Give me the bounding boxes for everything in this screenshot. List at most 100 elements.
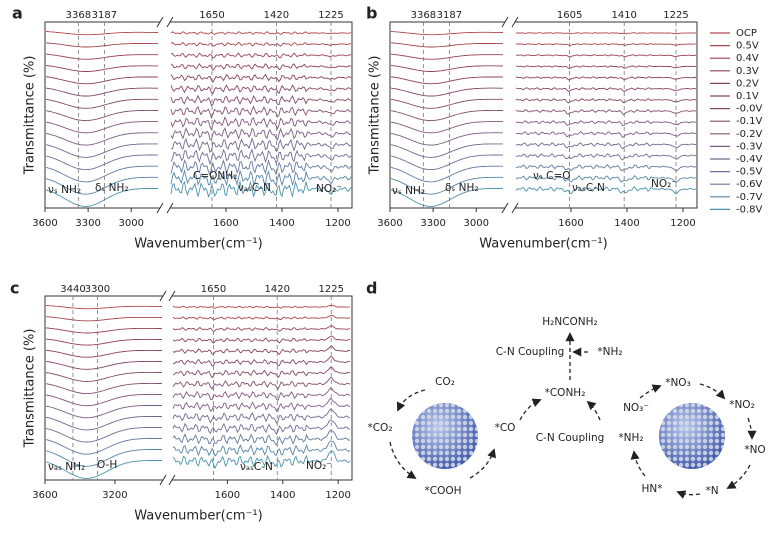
spectrum-trace	[390, 98, 697, 109]
spectrum-trace	[390, 185, 697, 207]
spectrum-trace	[45, 31, 352, 36]
spectrum-trace	[45, 63, 352, 72]
legend-label: -0.3V	[736, 141, 763, 152]
spectrum-trace	[45, 345, 351, 358]
band-annotation: O-H	[97, 459, 117, 471]
spectrum-trace	[45, 159, 352, 183]
spectrum-trace	[45, 366, 351, 382]
x-axis-label: Wavenumber(cm⁻¹)	[479, 237, 607, 252]
band-annotation: νₐₛC-N	[572, 182, 605, 194]
y-axis-label: Transmittance (%)	[23, 329, 38, 449]
panel-letter: d	[366, 279, 377, 298]
arrow	[389, 441, 417, 479]
peak-label: 1605	[557, 10, 582, 21]
spectrum-trace	[390, 142, 697, 158]
diagram-label: *CO	[495, 422, 516, 434]
arrow	[639, 384, 662, 399]
band-annotation: νₛ NH₂	[48, 184, 81, 196]
peak-label: 1225	[663, 10, 688, 21]
peak-label: 3368	[411, 10, 436, 21]
legend-label: 0.1V	[736, 91, 759, 102]
spectrum-trace	[45, 450, 351, 479]
spectrum-trace	[45, 41, 351, 48]
band-annotation: νₛ NH₂	[392, 185, 425, 197]
band-annotation: NO₂⁻	[651, 178, 677, 190]
peak-label: 1225	[318, 10, 343, 21]
x-tick-label: 3000	[464, 218, 489, 229]
arrow	[726, 464, 751, 489]
spectrum-trace	[45, 84, 352, 97]
peak-label: 3300	[85, 284, 110, 295]
arrow	[586, 400, 601, 421]
diagram-label: *COOH	[424, 485, 461, 497]
spectrum-trace	[390, 120, 697, 134]
spectrum-trace	[45, 105, 352, 122]
x-tick-label: 3300	[420, 218, 445, 229]
peak-label: 1420	[265, 284, 290, 295]
legend-label: -0.0V	[736, 104, 763, 115]
diagram-label: *CONH₂	[545, 387, 586, 399]
axis-frame	[44, 21, 353, 209]
x-tick-label: 1200	[670, 218, 695, 229]
peak-label: 3368	[66, 10, 91, 21]
x-tick-label: 1600	[558, 218, 583, 229]
peak-label: 1650	[201, 284, 226, 295]
spectrum-trace	[390, 31, 696, 36]
axis-break	[159, 474, 176, 486]
spectrum-trace	[45, 387, 351, 407]
spectrum-trace	[390, 42, 696, 48]
band-annotation: C=ONH₂	[193, 170, 237, 182]
spectrum-trace	[45, 127, 352, 146]
legend-label: -0.6V	[736, 179, 763, 190]
axis-break	[501, 202, 519, 214]
diagram-label: *CO₂	[367, 422, 392, 434]
spectrum-trace	[390, 76, 697, 85]
spectrum-trace	[390, 164, 697, 183]
spectrum-trace	[45, 137, 352, 158]
panel-letter: c	[10, 279, 19, 298]
x-tick-label: 1600	[215, 490, 240, 501]
spectrum-trace	[45, 304, 351, 310]
spectrum-trace	[45, 335, 351, 346]
legend-label: 0.5V	[736, 41, 759, 52]
x-tick-label: 3600	[32, 218, 57, 229]
diagram-shapes	[389, 332, 757, 499]
diagram-label: *NH₂	[618, 432, 643, 444]
spectrum-trace	[45, 94, 352, 109]
panel-letter: a	[12, 4, 23, 23]
arrow	[469, 448, 497, 479]
spectrum-trace	[45, 429, 351, 455]
spectrum-trace	[390, 53, 697, 60]
legend-label: -0.4V	[736, 154, 763, 165]
axis-break	[156, 202, 174, 214]
diagram-label: C-N Coupling	[536, 432, 605, 444]
x-tick-label: 3600	[377, 218, 402, 229]
spectrum-trace	[45, 419, 351, 443]
spectrum-trace	[45, 168, 352, 195]
peak-label: 3187	[92, 10, 117, 21]
band-annotation: δₛ NH₂	[445, 182, 479, 194]
diagram-label: *NO₃	[665, 377, 691, 389]
legend-label: 0.4V	[736, 53, 759, 64]
axis-frame	[44, 295, 353, 481]
x-tick-label: 3300	[75, 218, 100, 229]
axis-break	[159, 290, 176, 302]
spectrum-trace	[45, 356, 351, 370]
arrow	[519, 398, 542, 421]
panel-letter: b	[366, 4, 377, 23]
x-tick-label: 3000	[119, 218, 144, 229]
legend-label: 0.3V	[736, 66, 759, 77]
spectrum-trace	[45, 148, 352, 171]
diagram-label: *N	[705, 485, 718, 497]
legend-label: 0.2V	[736, 78, 759, 89]
axis-frame	[389, 21, 698, 209]
band-annotation: νₐₛC-N	[238, 182, 271, 194]
band-annotation: NO₂⁻	[316, 183, 342, 195]
diagram-label: C-N Coupling	[496, 346, 565, 358]
legend-label: -0.2V	[736, 129, 763, 140]
peak-label: 3440	[60, 284, 85, 295]
x-tick-label: 1200	[325, 490, 350, 501]
x-tick-label: 1200	[325, 218, 350, 229]
arrow	[676, 490, 701, 499]
